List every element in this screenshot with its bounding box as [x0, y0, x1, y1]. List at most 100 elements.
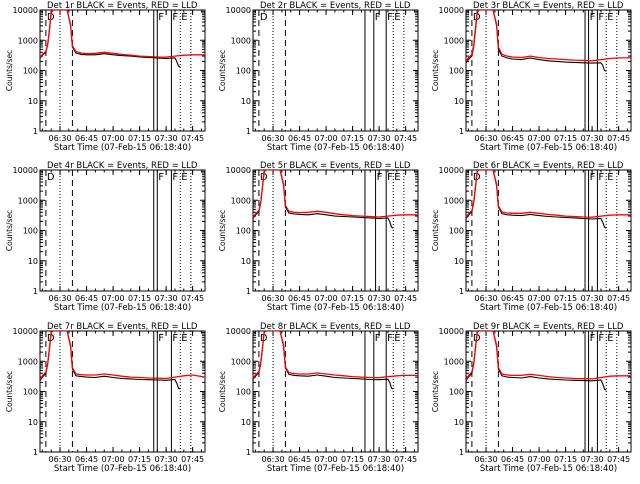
series-line-lld: [466, 10, 631, 62]
flag-label: F: [590, 172, 596, 183]
x-tick-label: 07:15: [554, 134, 577, 143]
x-tick-label: 07:30: [368, 294, 391, 303]
x-tick-label: 06:30: [262, 134, 285, 143]
y-tick-label: 100: [449, 388, 464, 397]
y-tick-label: 1000: [231, 196, 251, 205]
series-line-lld: [253, 170, 418, 218]
y-axis-label: Counts/sec: [431, 371, 440, 412]
flag-label: F: [377, 172, 383, 183]
x-axis-label: Start Time (07-Feb-15 06:18:40): [267, 143, 404, 153]
y-tick-label: 10: [28, 418, 38, 427]
x-axis-label: Start Time (07-Feb-15 06:18:40): [54, 143, 191, 153]
flag-label: E: [181, 172, 187, 183]
y-tick-label: 10: [454, 97, 464, 106]
flag-label: D: [260, 12, 268, 23]
y-axis-label: Counts/sec: [218, 210, 227, 251]
x-tick-label: 07:30: [581, 294, 604, 303]
x-tick-label: 07:00: [102, 294, 125, 303]
flag-label: F: [158, 333, 164, 344]
x-tick-label: 07:45: [607, 294, 630, 303]
series-line-lld: [40, 10, 205, 59]
series-line-lld: [253, 331, 418, 379]
panel-title: Det 1r BLACK = Events, RED = LLD: [47, 1, 198, 11]
x-tick-label: 07:15: [128, 294, 151, 303]
y-tick-label: 100: [449, 67, 464, 76]
y-tick-label: 100: [236, 67, 251, 76]
y-tick-label: 1000: [444, 36, 464, 45]
x-tick-label: 07:00: [102, 455, 125, 464]
y-axis-label: Counts/sec: [431, 210, 440, 251]
y-tick-label: 10000: [439, 166, 464, 175]
y-tick-label: 1: [459, 287, 464, 296]
flag-label: D: [47, 172, 55, 183]
y-axis-label: Counts/sec: [218, 371, 227, 412]
x-tick-label: 07:45: [181, 294, 204, 303]
y-tick-label: 1000: [231, 357, 251, 366]
x-tick-label: 07:30: [368, 134, 391, 143]
x-tick-label: 07:45: [181, 134, 204, 143]
x-axis-label: Start Time (07-Feb-15 06:18:40): [480, 464, 617, 474]
flag-label: F: [158, 12, 164, 23]
flag-label: E: [181, 333, 187, 344]
x-tick-label: 07:30: [581, 455, 604, 464]
flag-label: E: [181, 12, 187, 23]
y-tick-label: 100: [23, 67, 38, 76]
flag-label: E: [607, 172, 613, 183]
x-axis-label: Start Time (07-Feb-15 06:18:40): [480, 143, 617, 153]
x-tick-label: 07:15: [341, 134, 364, 143]
x-tick-label: 07:15: [554, 455, 577, 464]
x-tick-label: 06:30: [49, 294, 72, 303]
flag-label: F: [172, 172, 178, 183]
x-tick-label: 07:45: [607, 134, 630, 143]
y-tick-label: 10000: [13, 166, 38, 175]
x-tick-label: 07:30: [368, 455, 391, 464]
x-tick-label: 07:30: [155, 455, 178, 464]
y-tick-label: 1000: [444, 357, 464, 366]
y-tick-label: 10: [241, 418, 251, 427]
x-tick-label: 07:15: [341, 455, 364, 464]
y-tick-label: 1: [33, 127, 38, 136]
flag-label: F: [158, 172, 164, 183]
x-tick-label: 06:45: [288, 455, 311, 464]
y-axis-label: Counts/sec: [431, 50, 440, 91]
x-tick-label: 07:00: [528, 294, 551, 303]
y-tick-label: 10000: [439, 6, 464, 15]
y-tick-label: 100: [236, 227, 251, 236]
y-tick-label: 1: [459, 127, 464, 136]
x-tick-label: 06:45: [75, 294, 98, 303]
y-tick-label: 10000: [13, 327, 38, 336]
flag-label: E: [394, 12, 400, 23]
flag-label: F: [590, 12, 596, 23]
x-tick-label: 07:45: [394, 134, 417, 143]
y-tick-label: 100: [23, 227, 38, 236]
flag-label: E: [394, 172, 400, 183]
y-tick-label: 1: [246, 448, 251, 457]
x-tick-label: 07:45: [607, 455, 630, 464]
y-tick-label: 10: [241, 257, 251, 266]
series-line-lld: [40, 331, 205, 380]
x-tick-label: 07:30: [155, 134, 178, 143]
x-tick-label: 07:15: [128, 134, 151, 143]
x-tick-label: 06:45: [288, 134, 311, 143]
y-axis-label: Counts/sec: [5, 50, 14, 91]
x-tick-label: 07:30: [155, 294, 178, 303]
x-axis-label: Start Time (07-Feb-15 06:18:40): [267, 464, 404, 474]
flag-label: F: [590, 333, 596, 344]
panel-title: Det 9r BLACK = Events, RED = LLD: [473, 322, 624, 332]
y-tick-label: 1: [33, 287, 38, 296]
flag-label: F: [172, 333, 178, 344]
x-tick-label: 07:45: [181, 455, 204, 464]
y-tick-label: 1: [246, 127, 251, 136]
y-tick-label: 10000: [439, 327, 464, 336]
y-tick-label: 1000: [444, 196, 464, 205]
y-tick-label: 1000: [18, 36, 38, 45]
y-tick-label: 10: [454, 418, 464, 427]
series-line-lld: [466, 170, 631, 218]
x-tick-label: 07:00: [102, 134, 125, 143]
y-tick-label: 1000: [18, 357, 38, 366]
x-axis-label: Start Time (07-Feb-15 06:18:40): [267, 303, 404, 313]
